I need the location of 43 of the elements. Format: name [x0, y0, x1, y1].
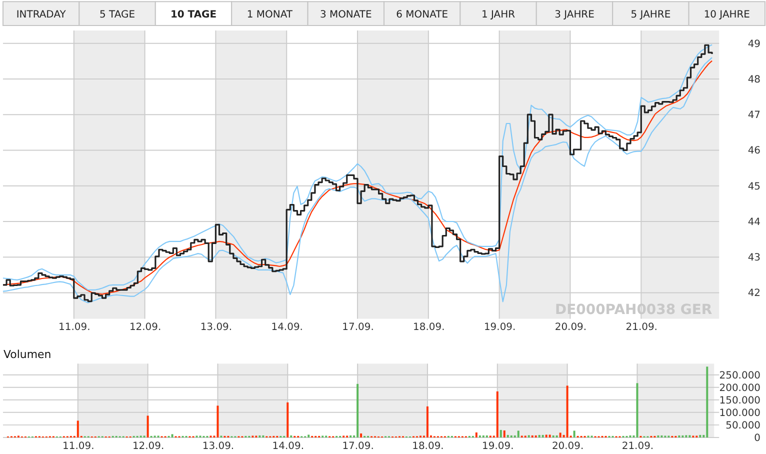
- x-tick-label: 17.09.: [342, 322, 374, 334]
- y-tick-label: 0: [754, 432, 761, 444]
- y-tick-label: 200.000: [719, 382, 761, 394]
- y-tick-label: 46: [748, 146, 761, 157]
- y-tick-label: 50.000: [726, 420, 761, 432]
- x-tick-label: 13.09.: [202, 440, 234, 452]
- category-label: 10 JAHRE: [704, 10, 750, 21]
- x-tick-label: 19.09.: [482, 440, 514, 452]
- x-tick-label: 13.09.: [200, 322, 232, 334]
- y-tick-label: 150.000: [719, 395, 761, 406]
- category-label: 1 JAHR: [482, 10, 516, 21]
- y-tick-label: 49: [748, 38, 761, 50]
- category-label: INTRADAY: [16, 10, 67, 21]
- category-label: 10 TAGE: [170, 10, 217, 21]
- y-tick-label: 43: [748, 252, 761, 264]
- x-tick-label: 19.09.: [484, 322, 516, 334]
- y-tick-label: 100.000: [719, 408, 761, 419]
- category-label: 6 MONATE: [396, 10, 448, 21]
- chart-title: Volumen: [3, 348, 52, 362]
- x-tick-label: 17.09.: [342, 440, 374, 452]
- category-label: 1 MONAT: [246, 10, 294, 21]
- category-label: 3 MONATE: [320, 10, 372, 21]
- x-tick-label: 11.09.: [62, 440, 94, 452]
- y-tick-label: 45: [748, 181, 761, 192]
- category-label: 5 JAHRE: [630, 10, 671, 21]
- x-tick-label: 18.09.: [413, 322, 445, 334]
- x-tick-label: 20.09.: [554, 322, 587, 334]
- x-tick-label: 18.09.: [412, 440, 444, 452]
- category-label: 3 JAHRE: [554, 10, 594, 21]
- category-label: 5 TAGE: [100, 10, 136, 21]
- x-tick-label: 21.09.: [626, 322, 658, 334]
- x-tick-label: 12.09.: [132, 440, 164, 452]
- x-tick-label: 20.09.: [552, 440, 584, 452]
- x-tick-label: 14.09.: [272, 440, 304, 452]
- y-tick-label: 47: [748, 110, 761, 122]
- y-tick-label: 48: [748, 74, 761, 86]
- y-tick-label: 44: [748, 216, 761, 228]
- y-tick-label: 250.000: [719, 370, 761, 382]
- x-tick-label: 21.09.: [622, 440, 654, 452]
- x-tick-label: 11.09.: [58, 322, 90, 334]
- y-tick-label: 42: [748, 288, 761, 300]
- x-tick-label: 12.09.: [129, 322, 162, 334]
- x-tick-label: 14.09.: [271, 322, 303, 334]
